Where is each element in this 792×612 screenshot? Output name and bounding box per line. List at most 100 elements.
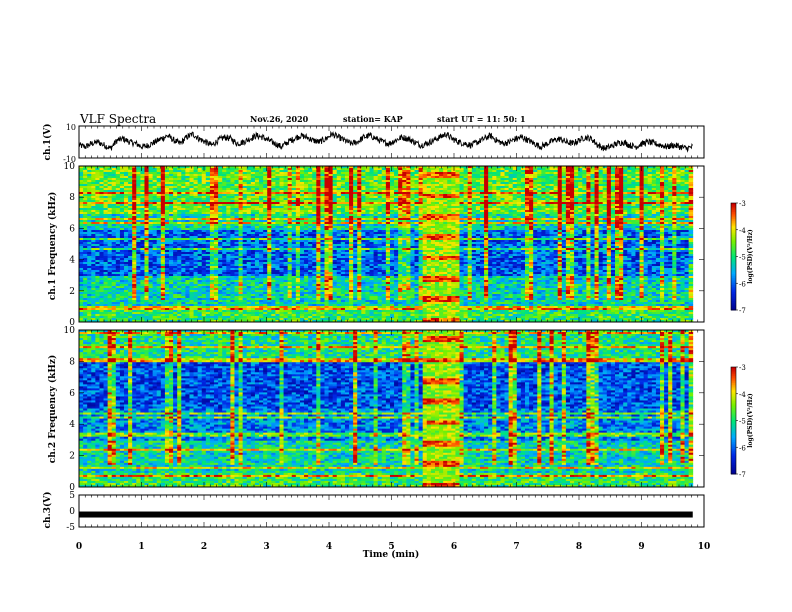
spectrogram-cell	[91, 258, 96, 261]
spectrogram-cell	[95, 298, 100, 301]
spectrogram-cell	[111, 318, 117, 321]
spectrogram-cell	[136, 254, 141, 257]
spectrogram-cell	[107, 230, 113, 233]
spectrogram-cell	[177, 214, 182, 217]
spectrogram-cell	[140, 208, 145, 211]
spectrogram-cell	[103, 318, 109, 321]
spectrogram-cell	[152, 286, 158, 289]
spectrogram-cell	[95, 288, 100, 291]
spectrogram-cell	[103, 192, 109, 195]
spectrogram-cell	[79, 192, 84, 195]
spectrogram-cell	[177, 204, 182, 207]
spectrogram-cell	[103, 260, 109, 263]
spectrogram-cell	[128, 204, 133, 207]
spectrogram-cell	[144, 288, 149, 291]
spectrogram-cell	[91, 174, 96, 177]
spectrogram-cell	[169, 220, 174, 223]
spectrogram-cell	[124, 288, 129, 291]
spectrogram-cell	[79, 216, 84, 219]
spectrogram-cell	[136, 224, 141, 227]
spectrogram-cell	[87, 266, 92, 269]
spectrogram-cell	[173, 184, 178, 187]
spectrogram-cell	[95, 278, 100, 281]
spectrogram-cell	[79, 166, 84, 169]
spectrogram-cell	[115, 316, 121, 319]
spectrogram-cell	[132, 204, 137, 207]
spectrogram-cell	[164, 270, 170, 273]
spectrogram-cell	[156, 258, 162, 261]
spectrogram-cell	[79, 240, 84, 243]
spectrogram-cell	[103, 266, 109, 269]
spectrogram-cell	[173, 316, 178, 319]
spectrogram-cell	[124, 264, 129, 267]
spectrogram-cell	[173, 232, 178, 235]
spectrogram-cell	[164, 268, 170, 271]
spectrogram-cell	[169, 266, 174, 269]
spectrogram-cell	[103, 236, 109, 239]
spectrogram-cell	[152, 294, 158, 297]
spectrogram-cell	[83, 176, 88, 179]
spectrogram-cell	[160, 298, 166, 301]
spectrogram-cell	[124, 304, 129, 307]
spectrogram-cell	[79, 186, 84, 189]
spectrogram-cell	[177, 288, 182, 291]
spectrogram-cell	[119, 212, 125, 215]
spectrogram-cell	[95, 312, 100, 315]
spectrogram-cell	[111, 278, 117, 281]
spectrogram-cell	[156, 234, 162, 237]
spectrogram-cell	[111, 296, 117, 299]
spectrogram-cell	[79, 314, 84, 317]
spectrogram-cell	[144, 308, 149, 311]
spectrogram-cell	[115, 248, 121, 251]
spectrogram-cell	[152, 170, 158, 173]
spectrogram-cell	[160, 308, 166, 311]
spectrogram-cell	[160, 312, 166, 315]
spectrogram-cell	[95, 182, 100, 185]
spectrogram-cell	[140, 186, 145, 189]
spectrogram-cell	[148, 188, 154, 191]
spectrogram-cell	[111, 304, 117, 307]
spectrogram-cell	[111, 182, 117, 185]
spectrogram-cell	[169, 308, 174, 311]
spectrogram-cell	[119, 266, 125, 269]
spectrogram-cell	[144, 266, 149, 269]
spectrogram-cell	[83, 172, 88, 175]
spectrogram-cell	[164, 216, 170, 219]
spectrogram-cell	[115, 190, 121, 193]
spectrogram-cell	[160, 182, 166, 185]
spectrogram-cell	[91, 260, 96, 263]
spectrogram-cell	[177, 206, 182, 209]
spectrogram-cell	[128, 254, 133, 257]
spectrogram-cell	[169, 236, 174, 239]
spectrogram-cell	[119, 318, 125, 321]
spectrogram-cell	[164, 292, 170, 295]
spectrogram-cell	[144, 268, 149, 271]
spectrogram-cell	[91, 230, 96, 233]
spectrogram-cell	[160, 250, 166, 253]
spectrogram-cell	[83, 212, 88, 215]
spectrogram-cell	[169, 208, 174, 211]
spectrogram-cell	[156, 204, 162, 207]
spectrogram-cell	[111, 220, 117, 223]
spectrogram-cell	[132, 310, 137, 313]
spectrogram-cell	[128, 236, 133, 239]
spectrogram-cell	[119, 196, 125, 199]
spectrogram-cell	[83, 252, 88, 255]
spectrogram-cell	[177, 200, 182, 203]
spectrogram-cell	[79, 244, 84, 247]
spectrogram-cell	[152, 244, 158, 247]
spectrogram-cell	[136, 292, 141, 295]
spectrogram-cell	[107, 188, 113, 191]
spectrogram-cell	[83, 180, 88, 183]
spectrogram-cell	[115, 252, 121, 255]
spectrogram-cell	[79, 292, 84, 295]
spectrogram-cell	[148, 294, 154, 297]
spectrogram-cell	[148, 278, 154, 281]
spectrogram-cell	[173, 216, 178, 219]
spectrogram-cell	[128, 314, 133, 317]
spectrogram-cell	[156, 274, 162, 277]
spectrogram-cell	[91, 200, 96, 203]
spectrogram-cell	[144, 270, 149, 273]
spectrogram-cell	[152, 236, 158, 239]
spectrogram-cell	[152, 238, 158, 241]
